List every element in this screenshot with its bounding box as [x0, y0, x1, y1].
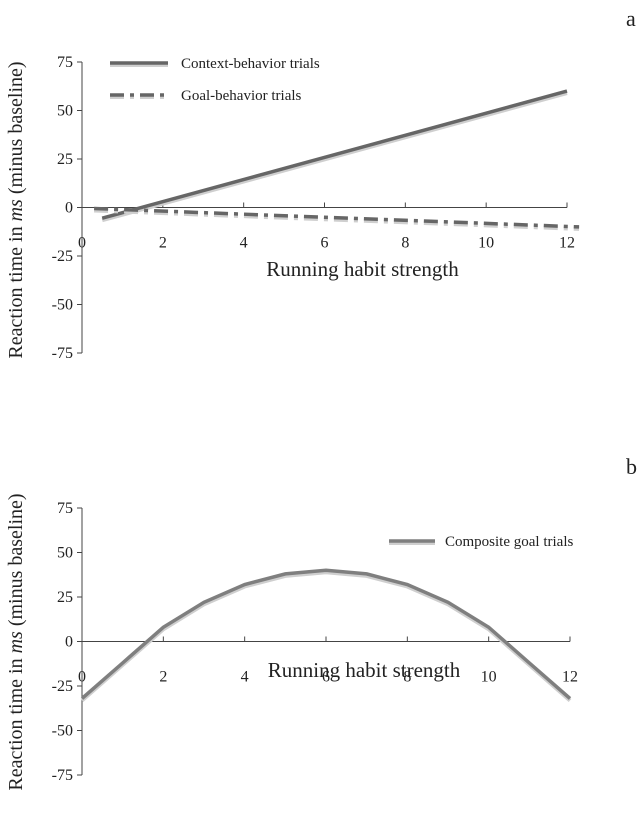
- y-tick-label: 50: [57, 103, 73, 120]
- series-shadow-context-behavior-trials: [101, 91, 568, 223]
- y-tick-label: -50: [52, 297, 73, 314]
- y-tick-label: 50: [57, 545, 73, 562]
- x-tick-label: 8: [403, 669, 411, 686]
- y-tick-label: -25: [52, 248, 73, 265]
- series-line-goal-behavior-trials: [94, 206, 580, 229]
- x-tick-label: 2: [159, 669, 167, 686]
- x-tick-label: 6: [322, 669, 330, 686]
- x-tick-label: 2: [159, 235, 167, 252]
- y-tick-label: 25: [57, 151, 73, 168]
- series-shadow-goal-behavior-trials: [94, 208, 580, 231]
- series-line-context-behavior-trials: [101, 89, 568, 220]
- legend-label-goal-behavior-trials: Goal-behavior trials: [181, 88, 302, 104]
- y-tick-label: 25: [57, 589, 73, 606]
- chart-panel-a: a 75 50 25 0 -25 -50 -75 0 2 4 6 8 10 12 Running habit …: [5, 6, 636, 362]
- y-tick-label: -25: [52, 678, 73, 695]
- series-line-composite-goal-trials: [80, 568, 572, 700]
- x-axis-label: Running habit strength: [266, 257, 459, 281]
- x-tick-label: 4: [240, 235, 248, 252]
- x-axis-label: Running habit strength: [268, 658, 461, 682]
- y-tick-label: -75: [52, 767, 73, 784]
- y-tick-label: 0: [65, 634, 73, 651]
- x-tick-label: 4: [241, 669, 249, 686]
- y-tick-label: -50: [52, 723, 73, 740]
- panel-letter: b: [626, 454, 637, 479]
- y-axis-label: Reaction time in ms (minus baseline): [5, 493, 27, 790]
- y-tick-label: -75: [52, 345, 73, 362]
- legend-label-composite-goal-trials: Composite goal trials: [445, 534, 573, 550]
- y-tick-label: 0: [65, 200, 73, 217]
- x-tick-label: 12: [562, 669, 578, 686]
- y-tick-label: 75: [57, 500, 73, 517]
- chart-panel-b: b 75 50 25 0 -25 -50 -75 0 2 4 6 8 10 12 Running habit …: [5, 454, 637, 791]
- legend-label-context-behavior-trials: Context-behavior trials: [181, 56, 320, 72]
- y-tick-label: 75: [57, 54, 73, 71]
- x-tick-label: 12: [559, 235, 575, 252]
- x-tick-label: 6: [321, 235, 329, 252]
- x-tick-label: 0: [78, 235, 86, 252]
- y-axis-label: Reaction time in ms (minus baseline): [5, 61, 27, 358]
- x-tick-label: 8: [401, 235, 409, 252]
- panel-letter: a: [626, 6, 636, 31]
- x-tick-label: 0: [78, 669, 86, 686]
- x-tick-label: 10: [481, 669, 497, 686]
- x-tick-label: 10: [478, 235, 494, 252]
